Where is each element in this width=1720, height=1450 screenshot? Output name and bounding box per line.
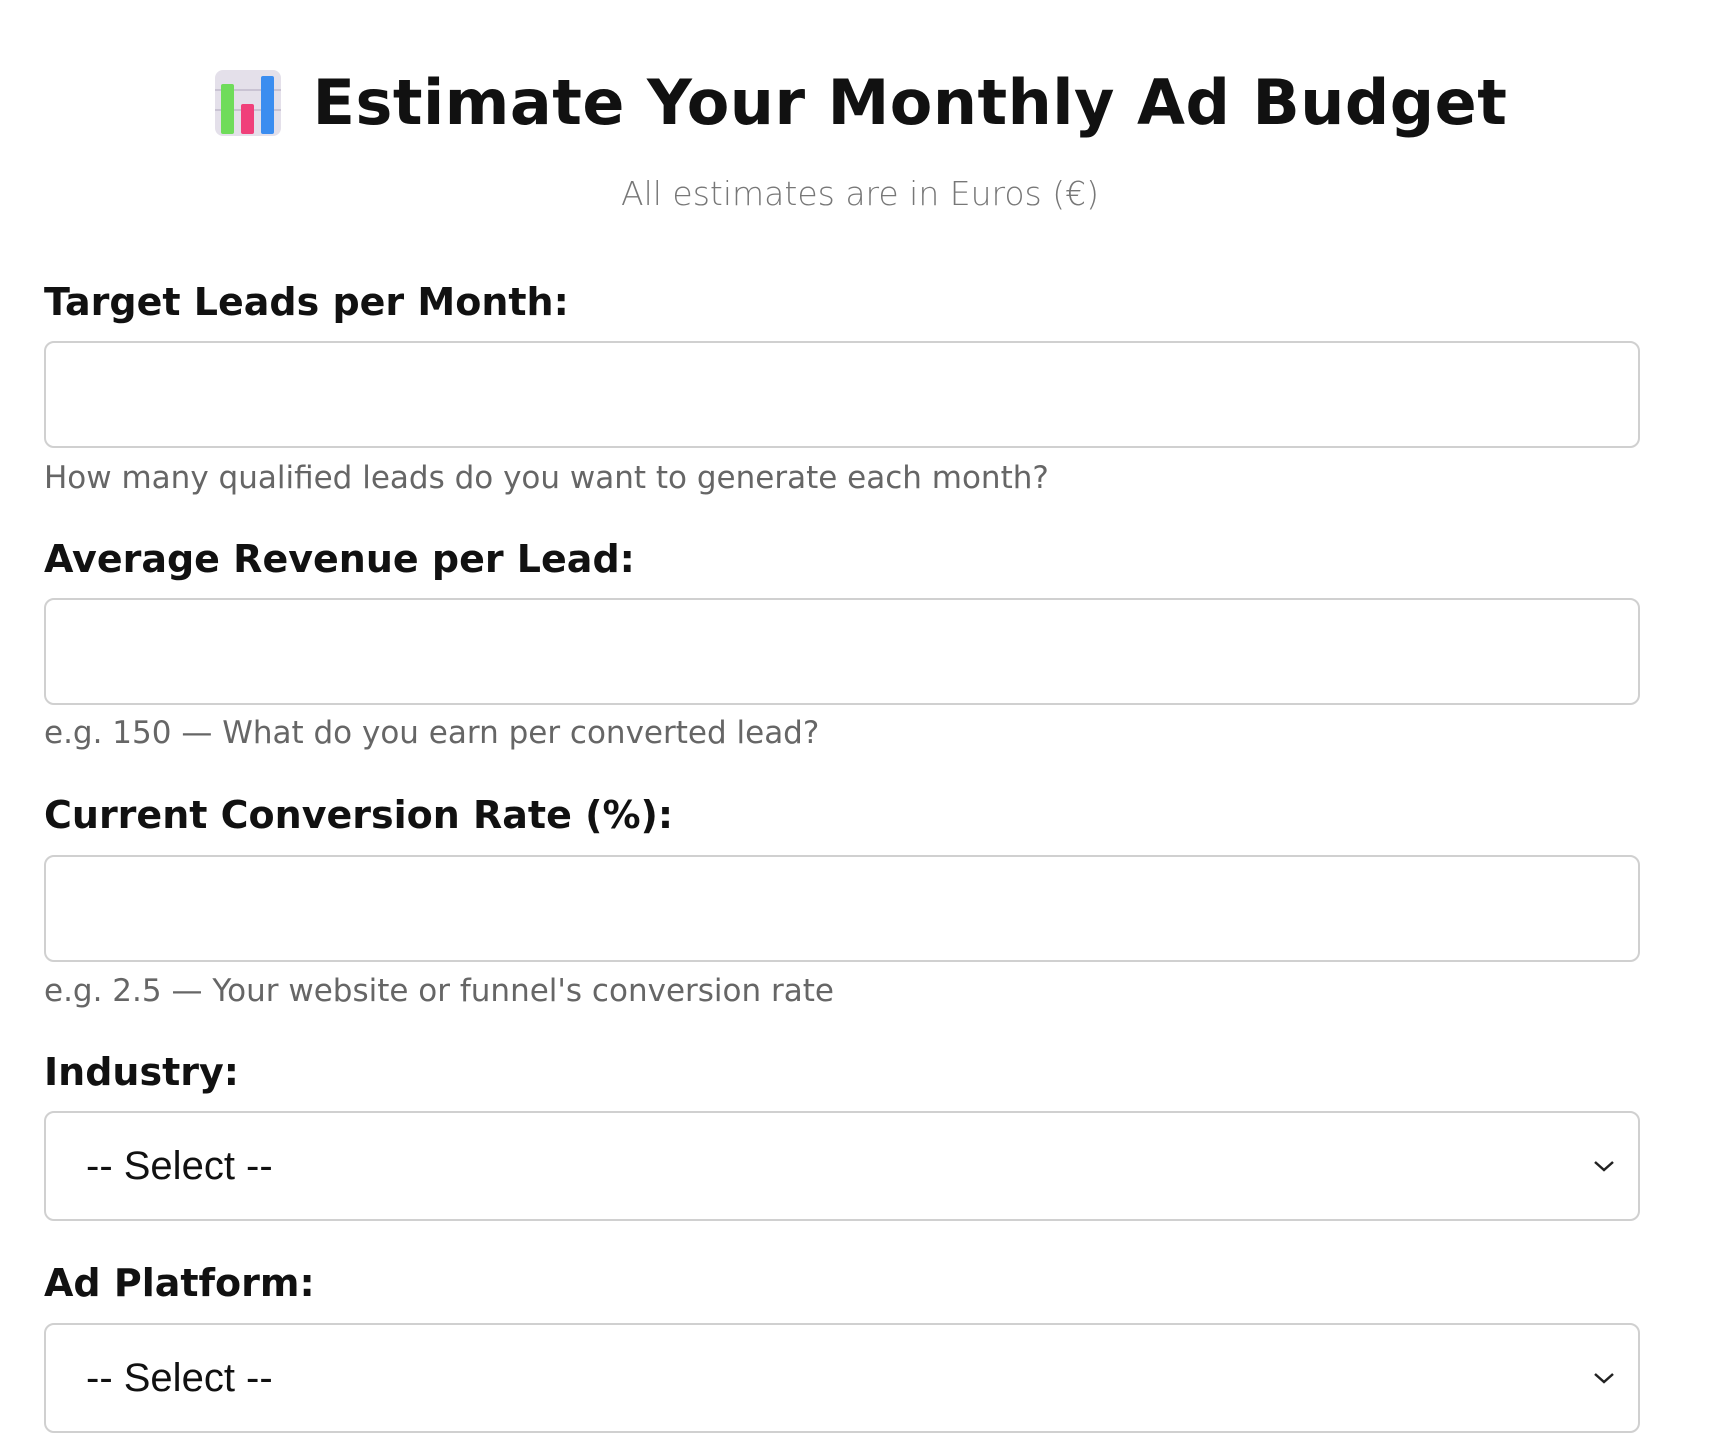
- text-input[interactable]: [44, 598, 1640, 705]
- help-text: e.g. 2.5 — Your website or funnel's conv…: [44, 973, 834, 1009]
- field-label: Target Leads per Month:: [44, 280, 569, 324]
- select[interactable]: -- Select --: [44, 1111, 1640, 1221]
- select-value: -- Select --: [86, 1143, 273, 1188]
- field-label: Ad Platform:: [44, 1261, 315, 1305]
- chevron: [1594, 1161, 1614, 1172]
- chart-icon: [214, 69, 281, 136]
- text-input[interactable]: [44, 855, 1640, 962]
- subtitle: All estimates are in Euros (€): [621, 174, 1099, 213]
- field-label: Industry:: [44, 1050, 239, 1094]
- help-text: How many qualified leads do you want to …: [44, 460, 1049, 496]
- title: Estimate Your Monthly Ad Budget: [312, 66, 1508, 140]
- help-text: e.g. 150 — What do you earn per converte…: [44, 715, 820, 751]
- field-label: Average Revenue per Lead:: [44, 537, 635, 581]
- text-input[interactable]: [44, 341, 1640, 448]
- select-value: -- Select --: [86, 1355, 273, 1400]
- field-label: Current Conversion Rate (%):: [44, 793, 674, 837]
- title-row: Estimate Your Monthly Ad Budget: [0, 62, 1720, 139]
- chevron: [1594, 1373, 1614, 1384]
- select[interactable]: -- Select --: [44, 1323, 1640, 1433]
